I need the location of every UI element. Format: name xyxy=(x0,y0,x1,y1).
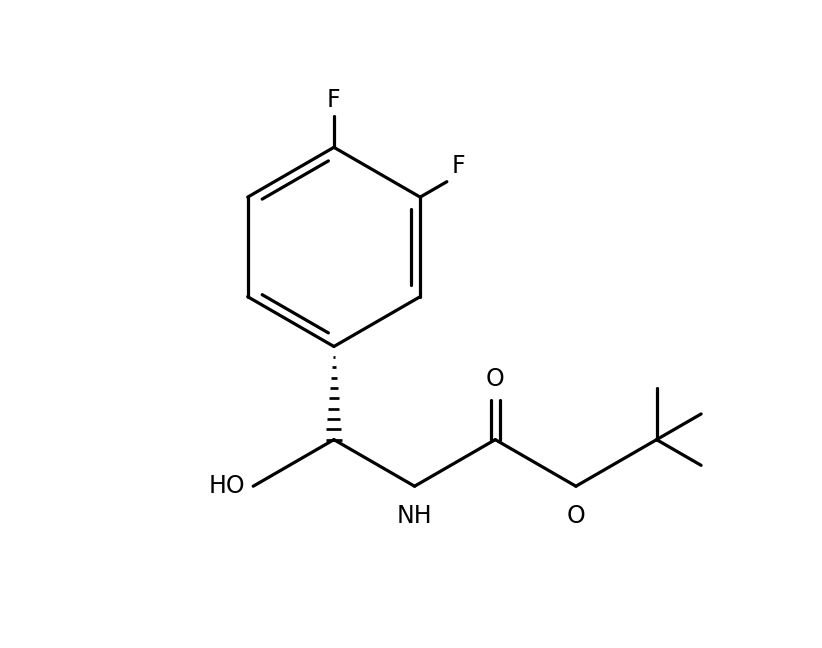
Text: NH: NH xyxy=(397,504,432,528)
Text: O: O xyxy=(566,504,585,528)
Text: O: O xyxy=(486,367,505,391)
Text: F: F xyxy=(452,154,465,178)
Text: F: F xyxy=(327,88,341,112)
Text: HO: HO xyxy=(209,474,246,498)
